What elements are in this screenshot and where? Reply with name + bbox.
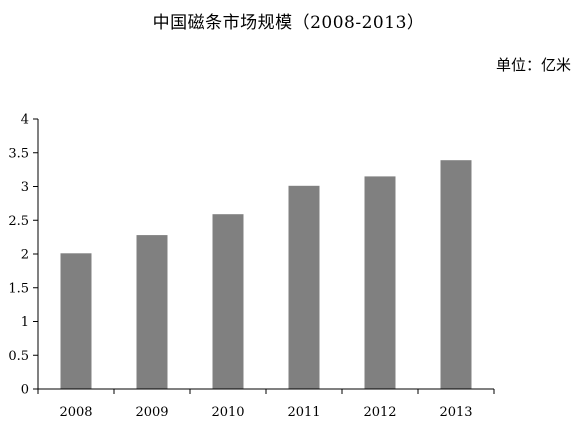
x-tick-label-2012: 2012	[363, 405, 396, 420]
y-tick-label: 4	[21, 113, 29, 128]
y-tick-label: 0	[21, 383, 29, 398]
chart-title: 中国磁条市场规模（2008-2013）	[152, 13, 425, 33]
bar-2010	[212, 214, 244, 389]
x-tick-label-2013: 2013	[439, 405, 472, 420]
x-tick-label-2009: 2009	[135, 405, 168, 420]
y-tick-label: 3.5	[8, 146, 29, 161]
x-tick-label-2008: 2008	[59, 405, 92, 420]
x-tick-label-2010: 2010	[211, 405, 244, 420]
bar-2008	[60, 253, 92, 389]
bar-2013	[440, 160, 472, 389]
bar-2011	[288, 185, 320, 389]
x-tick-group: 2008 2009 2010 2011 2012 2013	[37, 389, 495, 420]
unit-label: 单位：亿米	[495, 56, 571, 74]
y-tick-label: 2.5	[8, 214, 29, 229]
bar-2012	[364, 176, 396, 389]
bars-group	[60, 160, 472, 389]
y-tick-label: 2	[21, 248, 29, 263]
y-tick-label: 0.5	[8, 349, 29, 364]
y-tick-label: 1.5	[8, 281, 29, 296]
x-tick-label-2011: 2011	[287, 405, 320, 420]
y-tick-label: 1	[21, 315, 29, 330]
bar-2009	[136, 235, 168, 389]
y-tick-label: 3	[21, 180, 29, 195]
axes-group	[37, 119, 494, 390]
y-tick-group: 0 0.5 1 1.5 2 2.5 3 3.5 4	[8, 113, 38, 398]
